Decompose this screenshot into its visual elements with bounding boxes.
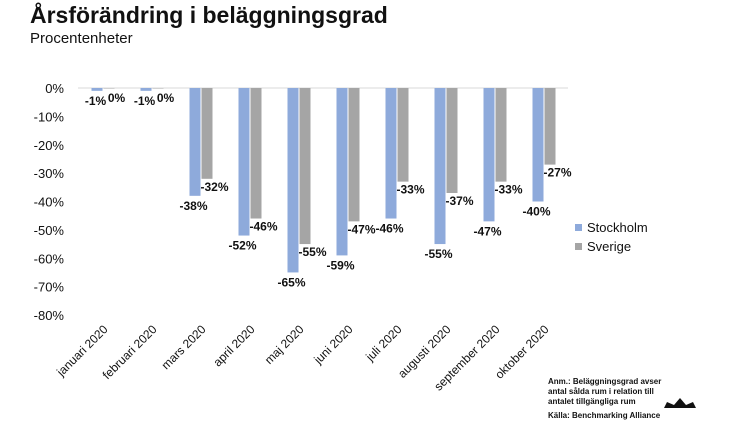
y-tick-label: -60% — [34, 251, 65, 266]
data-label: -1% — [85, 94, 107, 108]
data-label: -65% — [277, 275, 305, 289]
data-label: -33% — [494, 183, 522, 197]
chart-subtitle: Procentenheter — [30, 30, 133, 47]
data-label: -37% — [445, 194, 473, 208]
data-label: -55% — [424, 247, 452, 261]
x-tick-label: juli 2020 — [362, 322, 404, 364]
bar-sverige — [544, 88, 556, 165]
bar-stockholm — [483, 88, 495, 222]
data-label: -27% — [543, 166, 571, 180]
data-label: 0% — [157, 91, 175, 105]
data-label: -52% — [228, 239, 256, 253]
y-tick-label: -80% — [34, 308, 65, 323]
bar-stockholm — [287, 88, 299, 273]
x-tick-label: juni 2020 — [311, 322, 356, 367]
data-label: -47% — [347, 222, 375, 236]
data-label: -55% — [298, 245, 326, 259]
bar-stockholm — [434, 88, 446, 245]
bar-stockholm — [385, 88, 397, 219]
y-tick-label: 0% — [45, 81, 64, 96]
x-tick-label: april 2020 — [210, 322, 257, 369]
bar-stockholm — [140, 88, 152, 91]
chart-title: Årsförändring i beläggningsgrad — [30, 2, 388, 28]
data-label: -32% — [200, 180, 228, 194]
data-label: -47% — [473, 224, 501, 238]
source-note: Källa: Benchmarking Alliance — [548, 411, 661, 420]
x-tick-label: mars 2020 — [159, 322, 209, 372]
data-label: -46% — [249, 220, 277, 234]
y-tick-label: -50% — [34, 223, 65, 238]
bar-sverige — [103, 88, 115, 89]
bar-stockholm — [532, 88, 544, 202]
y-tick-label: -40% — [34, 195, 65, 210]
bar-sverige — [152, 88, 164, 89]
bar-stockholm — [91, 88, 103, 91]
bar-sverige — [348, 88, 360, 222]
crown-logo-icon — [664, 398, 696, 408]
y-tick-label: -20% — [34, 138, 65, 153]
bar-stockholm — [336, 88, 348, 256]
legend-swatch — [575, 224, 582, 231]
data-label: -33% — [396, 183, 424, 197]
data-label: -40% — [522, 205, 550, 219]
bar-sverige — [201, 88, 213, 179]
data-label: 0% — [108, 91, 126, 105]
bar-sverige — [397, 88, 409, 182]
bar-sverige — [250, 88, 262, 219]
y-tick-label: -10% — [34, 109, 65, 124]
legend-label: Stockholm — [587, 220, 648, 235]
y-tick-label: -70% — [34, 280, 65, 295]
legend-label: Sverige — [587, 239, 631, 254]
data-label: -59% — [326, 258, 354, 272]
y-tick-label: -30% — [34, 166, 65, 181]
legend-swatch — [575, 243, 582, 250]
note-line: antalet tillgängliga rum — [548, 397, 636, 406]
bar-stockholm — [238, 88, 250, 236]
data-label: -38% — [179, 199, 207, 213]
bar-stockholm — [189, 88, 201, 196]
logo — [660, 396, 700, 412]
bar-sverige — [299, 88, 311, 245]
bar-sverige — [446, 88, 458, 193]
note-line: antal sålda rum i relation till — [548, 387, 654, 396]
note-line: Anm.: Beläggningsgrad avser — [548, 377, 662, 386]
bar-sverige — [495, 88, 507, 182]
data-label: -46% — [375, 222, 403, 236]
data-label: -1% — [134, 94, 156, 108]
x-tick-label: maj 2020 — [262, 322, 307, 367]
